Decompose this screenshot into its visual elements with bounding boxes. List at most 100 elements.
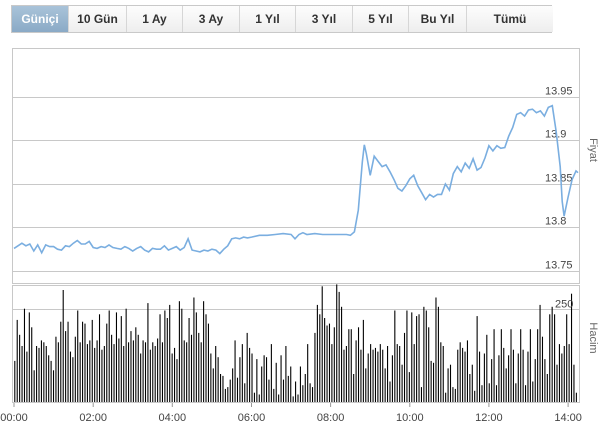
volume-bar [520, 329, 522, 402]
volume-bar [445, 392, 447, 402]
volume-bar [348, 329, 350, 402]
volume-bar [275, 362, 277, 402]
volume-bar [341, 306, 343, 402]
volume-bar [220, 374, 222, 402]
volume-bar [227, 387, 229, 402]
volume-bar [224, 388, 226, 402]
volume-bar [36, 346, 38, 402]
volume-bar [505, 368, 507, 402]
volume-bar [479, 351, 481, 402]
tab-3[interactable]: 1 Ay [127, 6, 183, 32]
volume-bar [353, 374, 355, 402]
volume-bar [537, 329, 539, 402]
volume-bar [149, 349, 151, 402]
volume-bar [573, 364, 575, 402]
tab-4[interactable]: 3 Ay [183, 6, 240, 32]
volume-bar [324, 318, 326, 402]
volume-bar [108, 310, 110, 402]
volume-bar [203, 301, 205, 402]
volume-bar [79, 342, 81, 402]
volume-bar [31, 327, 33, 402]
volume-bar [65, 331, 67, 402]
volume-bar [229, 379, 231, 402]
volume-bar [215, 346, 217, 402]
tab-2[interactable]: 10 Gün [69, 6, 127, 32]
volume-bar [522, 349, 524, 402]
volume-bar [186, 342, 188, 402]
volume-bar [164, 310, 166, 402]
volume-bar [304, 374, 306, 402]
volume-bar [568, 344, 570, 402]
tab-8[interactable]: Bu Yıl [409, 6, 467, 32]
volume-bar [169, 304, 171, 402]
volume-bar [423, 306, 425, 402]
volume-bar [403, 332, 406, 402]
volume-panel-frame [12, 285, 580, 403]
tab-6[interactable]: 3 Yıl [296, 6, 353, 32]
volume-bar [98, 314, 101, 402]
volume-bar [498, 355, 500, 402]
volume-bar [570, 293, 573, 402]
volume-bar [21, 346, 23, 402]
volume-bar [144, 342, 147, 402]
volume-bar [440, 342, 442, 402]
volume-bar [234, 340, 236, 402]
price-tick-label: 13.95 [545, 86, 573, 98]
volume-bar [295, 381, 297, 402]
volume-bar [23, 308, 26, 402]
volume-bar [331, 344, 333, 402]
volume-bar [413, 344, 415, 402]
volume-bar [210, 353, 212, 402]
volume-bar [527, 351, 529, 402]
volume-bar [391, 355, 393, 402]
volume-bar [256, 359, 258, 402]
volume-bar [515, 383, 517, 402]
volume-bar [84, 323, 86, 402]
volume-bar [111, 334, 113, 402]
volume-bar [74, 336, 76, 402]
volume-bar [457, 349, 459, 402]
tab-7[interactable]: 5 Yıl [353, 6, 409, 32]
volume-bar [261, 366, 263, 402]
volume-bar [193, 297, 195, 402]
volume-bar [207, 323, 209, 402]
volume-bar [488, 383, 490, 402]
volume-bar [60, 321, 62, 402]
volume-bar [198, 332, 200, 402]
volume-bar [128, 342, 130, 402]
volume-bar [38, 347, 40, 402]
volume-bar [493, 329, 495, 402]
tab-5[interactable]: 1 Yıl [240, 6, 296, 32]
time-tick-label: 08:00 [317, 412, 345, 424]
volume-bar [152, 342, 154, 402]
volume-bar [428, 327, 430, 402]
volume-bar [299, 366, 301, 402]
volume-bar [546, 374, 548, 402]
volume-bar [454, 388, 456, 402]
volume-bar [40, 340, 42, 402]
volume-bar [190, 334, 193, 402]
volume-bar [508, 355, 510, 402]
volume-bar [362, 319, 364, 402]
volume-bar [452, 387, 454, 402]
volume-bar [539, 304, 541, 402]
volume-bar [268, 379, 270, 402]
volume-bar [232, 368, 234, 402]
volume-bar [57, 342, 59, 402]
volume-bar [365, 368, 367, 402]
volume-bar [512, 349, 514, 402]
volume-bar [399, 346, 401, 402]
volume-bar [263, 355, 265, 402]
tab-1[interactable]: Güniçi [12, 6, 69, 32]
volume-bar [449, 364, 452, 402]
volume-bar [551, 306, 553, 402]
time-tick-label: 04:00 [159, 412, 187, 424]
volume-bar [282, 379, 285, 402]
volume-bar [471, 364, 473, 402]
volume-bar [244, 383, 246, 402]
volume-bar [367, 353, 369, 402]
volume-bar [418, 314, 420, 402]
tab-9[interactable]: Tümü [467, 6, 553, 32]
volume-bar [350, 329, 352, 402]
